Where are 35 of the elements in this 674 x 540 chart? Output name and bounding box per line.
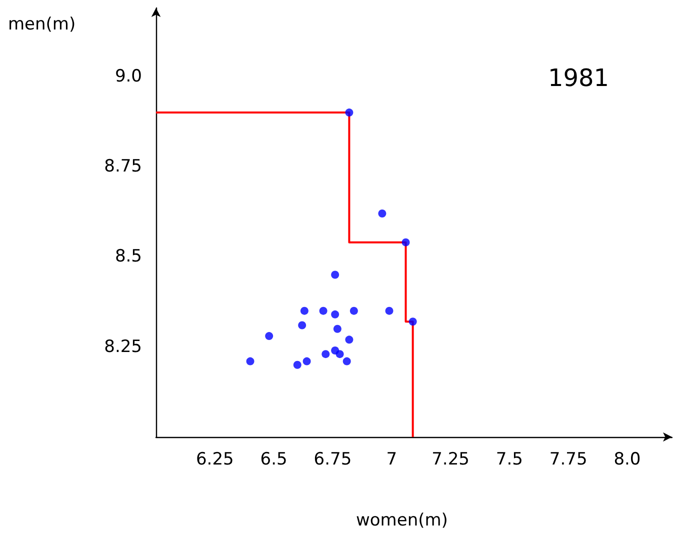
annotation: 1981: [548, 64, 610, 92]
point: [322, 350, 330, 358]
point: [345, 108, 354, 117]
x-tick-label: 8.0: [614, 450, 641, 470]
y-tick-label: 8.25: [104, 336, 142, 357]
point: [298, 321, 306, 330]
point: [293, 360, 302, 369]
point: [319, 306, 328, 315]
point: [300, 306, 308, 315]
x-tick-label: 6.5: [260, 450, 288, 470]
point: [333, 324, 342, 333]
point: [378, 209, 386, 218]
point: [350, 306, 358, 315]
y-tick-label: 9.0: [114, 66, 142, 86]
x-tick-label: 7.25: [432, 450, 470, 470]
point: [342, 357, 351, 366]
point: [385, 306, 394, 315]
y-tick-label: 8.75: [104, 156, 142, 177]
point: [265, 332, 274, 340]
x-tick-label: 6.75: [314, 450, 352, 470]
point: [331, 270, 340, 279]
point: [336, 350, 344, 358]
point: [402, 238, 410, 246]
x-tick-label: 6.25: [196, 450, 234, 470]
point: [302, 357, 311, 366]
point: [345, 336, 354, 344]
point: [246, 357, 254, 366]
point: [408, 318, 417, 326]
point: [331, 310, 340, 318]
x-tick-label: 7.5: [496, 450, 523, 470]
x-tick-label: 7: [386, 450, 398, 470]
y-axis-title: men(m): [8, 14, 76, 34]
y-tick-label: 8.5: [114, 246, 142, 267]
x-axis-title: women(m): [356, 510, 448, 530]
x-tick-label: 7.75: [549, 450, 588, 470]
